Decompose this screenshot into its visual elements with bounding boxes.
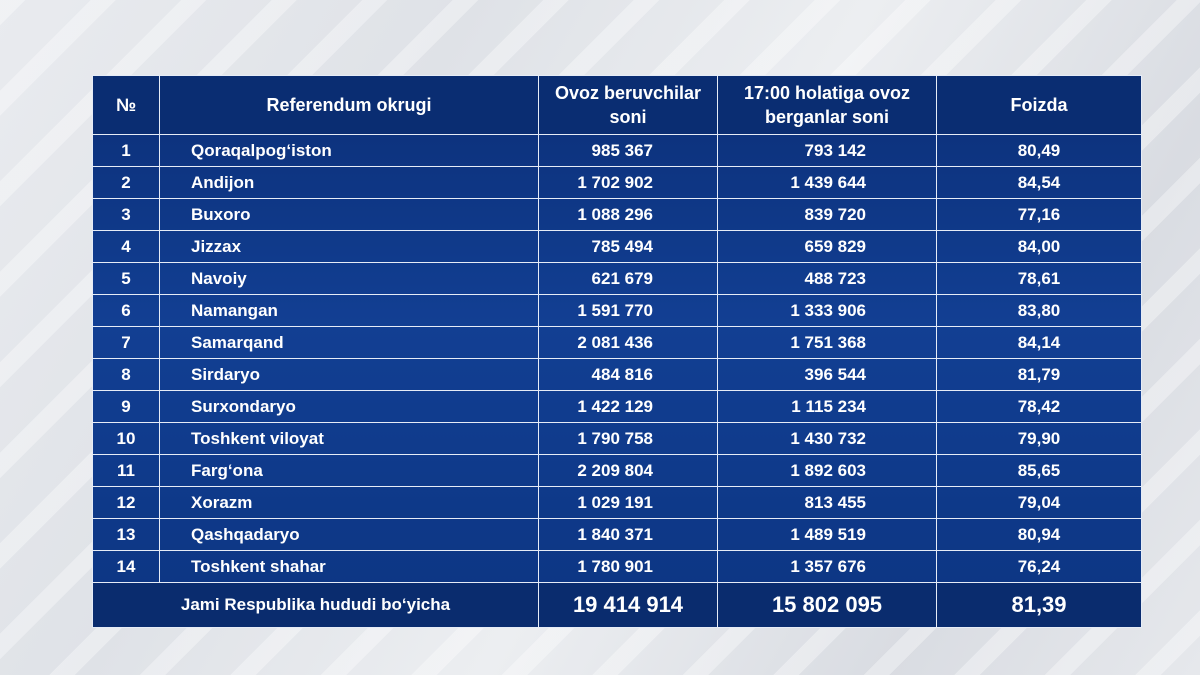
referendum-results-table: № Referendum okrugi Ovoz beruvchilar son… <box>92 75 1142 628</box>
voted-count: 488 723 <box>717 262 937 295</box>
voted-count: 813 455 <box>717 486 937 519</box>
row-number: 9 <box>92 390 160 423</box>
table-row: 14 Toshkent shahar 1 780 901 1 357 676 76,24 <box>92 550 1142 583</box>
table-row: 5 Navoiy 621 679 488 723 78,61 <box>92 262 1142 295</box>
voted-count: 1 357 676 <box>717 550 937 583</box>
table-header-row: № Referendum okrugi Ovoz beruvchilar son… <box>92 75 1142 135</box>
turnout-percent: 78,42 <box>936 390 1142 423</box>
row-number: 8 <box>92 358 160 391</box>
header-voted: 17:00 holatiga ovoz berganlar soni <box>717 75 937 135</box>
voters-count: 2 081 436 <box>538 326 718 359</box>
turnout-percent: 85,65 <box>936 454 1142 487</box>
turnout-percent: 76,24 <box>936 550 1142 583</box>
row-number: 6 <box>92 294 160 327</box>
row-number: 12 <box>92 486 160 519</box>
voters-count: 1 702 902 <box>538 166 718 199</box>
row-number: 1 <box>92 134 160 167</box>
voters-count: 621 679 <box>538 262 718 295</box>
district-name: Qoraqalpog‘iston <box>159 134 539 167</box>
voted-count: 1 115 234 <box>717 390 937 423</box>
turnout-percent: 79,90 <box>936 422 1142 455</box>
table-row: 1 Qoraqalpog‘iston 985 367 793 142 80,49 <box>92 134 1142 167</box>
district-name: Jizzax <box>159 230 539 263</box>
district-name: Buxoro <box>159 198 539 231</box>
table-row: 8 Sirdaryo 484 816 396 544 81,79 <box>92 358 1142 391</box>
row-number: 7 <box>92 326 160 359</box>
row-number: 13 <box>92 518 160 551</box>
turnout-percent: 78,61 <box>936 262 1142 295</box>
turnout-percent: 84,54 <box>936 166 1142 199</box>
table-row: 7 Samarqand 2 081 436 1 751 368 84,14 <box>92 326 1142 359</box>
header-number: № <box>92 75 160 135</box>
voted-count: 396 544 <box>717 358 937 391</box>
voted-count: 1 430 732 <box>717 422 937 455</box>
header-voters: Ovoz beruvchilar soni <box>538 75 718 135</box>
district-name: Navoiy <box>159 262 539 295</box>
table-row: 4 Jizzax 785 494 659 829 84,00 <box>92 230 1142 263</box>
table-row: 9 Surxondaryo 1 422 129 1 115 234 78,42 <box>92 390 1142 423</box>
table-row: 10 Toshkent viloyat 1 790 758 1 430 732 79,9… <box>92 422 1142 455</box>
district-name: Qashqadaryo <box>159 518 539 551</box>
voters-count: 1 591 770 <box>538 294 718 327</box>
district-name: Toshkent shahar <box>159 550 539 583</box>
turnout-percent: 80,49 <box>936 134 1142 167</box>
voters-count: 785 494 <box>538 230 718 263</box>
voters-count: 1 029 191 <box>538 486 718 519</box>
total-row: Jami Respublika hududi bo‘yicha 19 414 9… <box>92 582 1142 628</box>
voters-count: 484 816 <box>538 358 718 391</box>
voted-count: 1 489 519 <box>717 518 937 551</box>
turnout-percent: 77,16 <box>936 198 1142 231</box>
table-row: 2 Andijon 1 702 902 1 439 644 84,54 <box>92 166 1142 199</box>
district-name: Xorazm <box>159 486 539 519</box>
voted-count: 1 439 644 <box>717 166 937 199</box>
total-voted: 15 802 095 <box>717 582 937 628</box>
turnout-percent: 80,94 <box>936 518 1142 551</box>
voted-count: 793 142 <box>717 134 937 167</box>
voters-count: 1 780 901 <box>538 550 718 583</box>
row-number: 5 <box>92 262 160 295</box>
turnout-percent: 81,79 <box>936 358 1142 391</box>
district-name: Andijon <box>159 166 539 199</box>
voted-count: 1 333 906 <box>717 294 937 327</box>
district-name: Namangan <box>159 294 539 327</box>
voters-count: 1 840 371 <box>538 518 718 551</box>
turnout-percent: 83,80 <box>936 294 1142 327</box>
turnout-percent: 79,04 <box>936 486 1142 519</box>
total-percent: 81,39 <box>936 582 1142 628</box>
row-number: 10 <box>92 422 160 455</box>
row-number: 11 <box>92 454 160 487</box>
voters-count: 985 367 <box>538 134 718 167</box>
district-name: Surxondaryo <box>159 390 539 423</box>
district-name: Toshkent viloyat <box>159 422 539 455</box>
turnout-percent: 84,00 <box>936 230 1142 263</box>
voted-count: 1 751 368 <box>717 326 937 359</box>
district-name: Sirdaryo <box>159 358 539 391</box>
voters-count: 1 088 296 <box>538 198 718 231</box>
table-row: 11 Farg‘ona 2 209 804 1 892 603 85,65 <box>92 454 1142 487</box>
header-percent: Foizda <box>936 75 1142 135</box>
voters-count: 1 422 129 <box>538 390 718 423</box>
total-voters: 19 414 914 <box>538 582 718 628</box>
voters-count: 2 209 804 <box>538 454 718 487</box>
voters-count: 1 790 758 <box>538 422 718 455</box>
table-row: 3 Buxoro 1 088 296 839 720 77,16 <box>92 198 1142 231</box>
table-body: 1 Qoraqalpog‘iston 985 367 793 142 80,49 2 And… <box>92 134 1142 583</box>
table-row: 13 Qashqadaryo 1 840 371 1 489 519 80,94 <box>92 518 1142 551</box>
row-number: 3 <box>92 198 160 231</box>
voted-count: 1 892 603 <box>717 454 937 487</box>
header-district: Referendum okrugi <box>159 75 539 135</box>
total-label: Jami Respublika hududi bo‘yicha <box>92 582 539 628</box>
district-name: Samarqand <box>159 326 539 359</box>
row-number: 14 <box>92 550 160 583</box>
table-row: 12 Xorazm 1 029 191 813 455 79,04 <box>92 486 1142 519</box>
row-number: 2 <box>92 166 160 199</box>
table-row: 6 Namangan 1 591 770 1 333 906 83,80 <box>92 294 1142 327</box>
voted-count: 659 829 <box>717 230 937 263</box>
row-number: 4 <box>92 230 160 263</box>
turnout-percent: 84,14 <box>936 326 1142 359</box>
district-name: Farg‘ona <box>159 454 539 487</box>
voted-count: 839 720 <box>717 198 937 231</box>
